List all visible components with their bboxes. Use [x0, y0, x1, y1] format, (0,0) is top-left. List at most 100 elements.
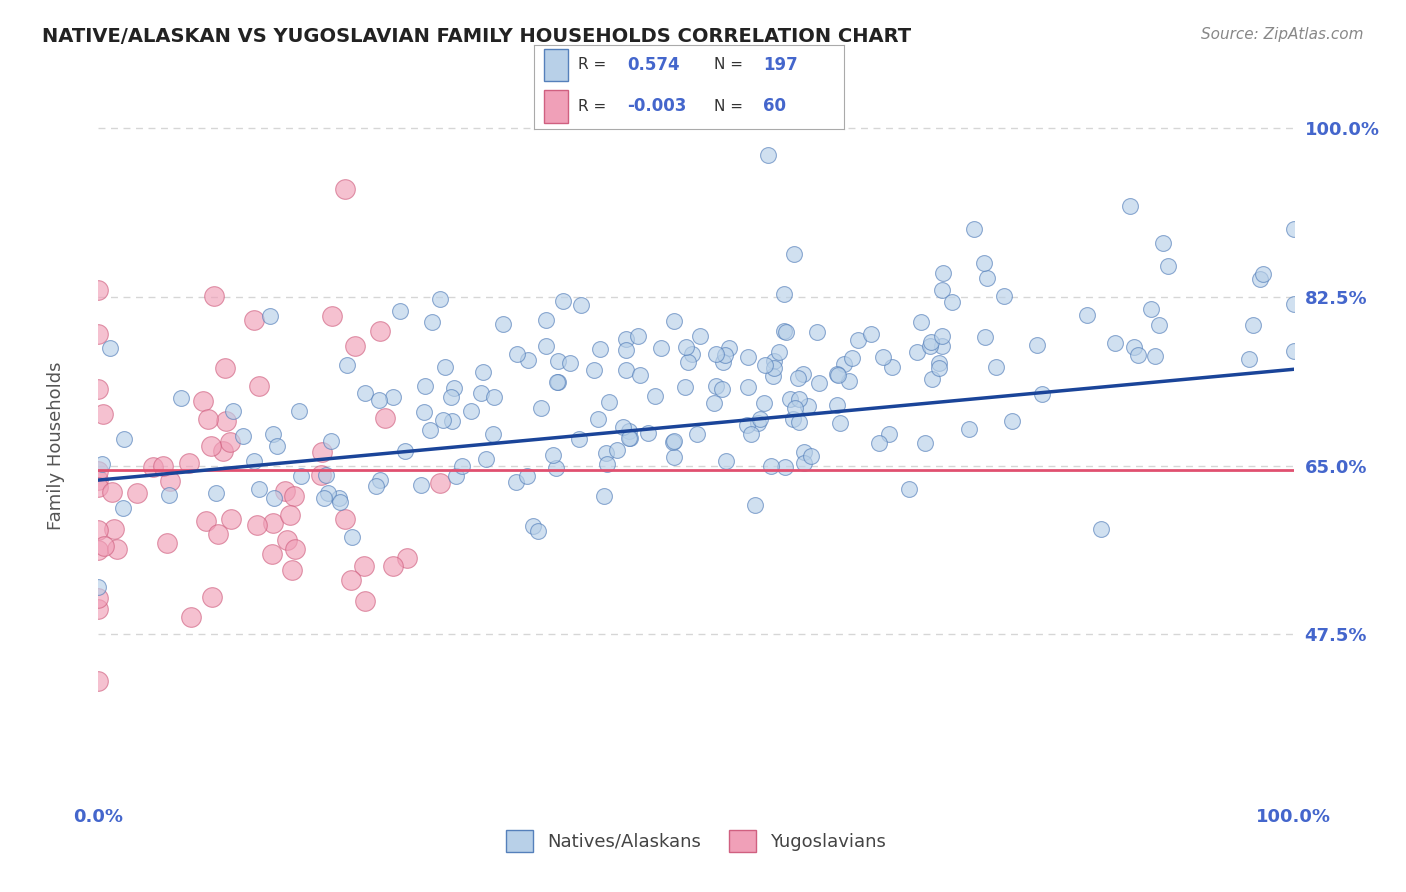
Point	[681, 347, 703, 361]
Point	[706, 346, 728, 360]
Point	[744, 498, 766, 512]
Point	[441, 414, 464, 428]
Point	[87, 673, 110, 688]
Point	[207, 527, 229, 541]
Point	[328, 491, 350, 505]
Point	[910, 315, 932, 329]
Point	[316, 486, 339, 500]
Point	[374, 411, 396, 425]
Point	[382, 558, 405, 573]
Point	[931, 284, 953, 298]
Text: -0.003: -0.003	[627, 97, 686, 115]
Text: Family Households: Family Households	[48, 362, 65, 530]
Point	[783, 246, 806, 260]
Point	[278, 508, 301, 523]
Text: R =: R =	[578, 99, 606, 114]
Point	[274, 483, 297, 498]
Point	[714, 454, 737, 468]
Point	[718, 341, 741, 355]
Point	[481, 427, 503, 442]
Point	[315, 467, 337, 482]
Text: 197: 197	[763, 56, 799, 74]
Point	[336, 358, 359, 372]
Point	[87, 327, 110, 342]
Point	[773, 324, 796, 338]
Point	[737, 380, 759, 394]
Point	[394, 443, 416, 458]
Point	[280, 563, 302, 577]
Point	[353, 558, 375, 573]
Point	[344, 339, 367, 353]
Point	[1031, 387, 1053, 401]
Text: N =: N =	[714, 99, 742, 114]
Point	[614, 332, 637, 346]
Point	[1104, 335, 1126, 350]
Point	[354, 594, 377, 608]
Point	[87, 580, 110, 594]
Point	[321, 434, 343, 449]
Point	[703, 396, 725, 410]
Point	[492, 317, 515, 331]
Point	[627, 329, 650, 343]
Point	[1026, 337, 1049, 351]
Point	[389, 303, 412, 318]
Point	[547, 375, 569, 389]
Point	[898, 483, 921, 497]
Point	[201, 590, 224, 604]
Point	[598, 394, 620, 409]
Point	[440, 390, 463, 404]
Point	[762, 361, 785, 376]
Point	[111, 500, 134, 515]
Point	[644, 389, 666, 403]
Point	[156, 536, 179, 550]
Point	[243, 454, 266, 468]
Point	[783, 401, 806, 416]
Point	[786, 371, 808, 385]
Point	[737, 350, 759, 364]
Point	[333, 182, 356, 196]
Point	[434, 360, 457, 375]
Point	[686, 427, 709, 442]
Point	[963, 222, 986, 236]
Point	[560, 356, 582, 370]
Point	[941, 294, 963, 309]
Point	[516, 469, 538, 483]
Point	[202, 288, 225, 302]
Point	[827, 368, 849, 382]
Point	[534, 339, 557, 353]
Point	[860, 326, 883, 341]
Point	[242, 313, 264, 327]
Point	[782, 411, 804, 425]
Legend: Natives/Alaskans, Yugoslavians: Natives/Alaskans, Yugoslavians	[499, 822, 893, 859]
Point	[841, 351, 863, 365]
Point	[1147, 318, 1170, 332]
FancyBboxPatch shape	[544, 49, 568, 81]
Point	[395, 551, 418, 566]
Point	[1126, 348, 1149, 362]
Point	[650, 341, 672, 355]
Point	[429, 293, 451, 307]
Point	[482, 391, 505, 405]
Point	[959, 422, 981, 436]
Point	[290, 469, 312, 483]
Point	[311, 445, 333, 459]
Point	[263, 491, 285, 505]
Point	[541, 448, 564, 462]
Point	[619, 431, 641, 445]
Point	[142, 460, 165, 475]
Point	[664, 450, 686, 464]
Point	[914, 436, 936, 450]
Point	[1239, 351, 1261, 366]
Point	[920, 334, 942, 349]
Point	[569, 298, 592, 312]
Point	[973, 256, 995, 270]
Point	[87, 464, 110, 478]
Point	[127, 486, 149, 500]
Point	[354, 386, 377, 401]
Point	[827, 398, 849, 412]
Point	[197, 412, 219, 426]
Point	[112, 432, 135, 446]
Point	[664, 434, 686, 449]
Point	[1122, 340, 1144, 354]
Point	[219, 435, 242, 450]
